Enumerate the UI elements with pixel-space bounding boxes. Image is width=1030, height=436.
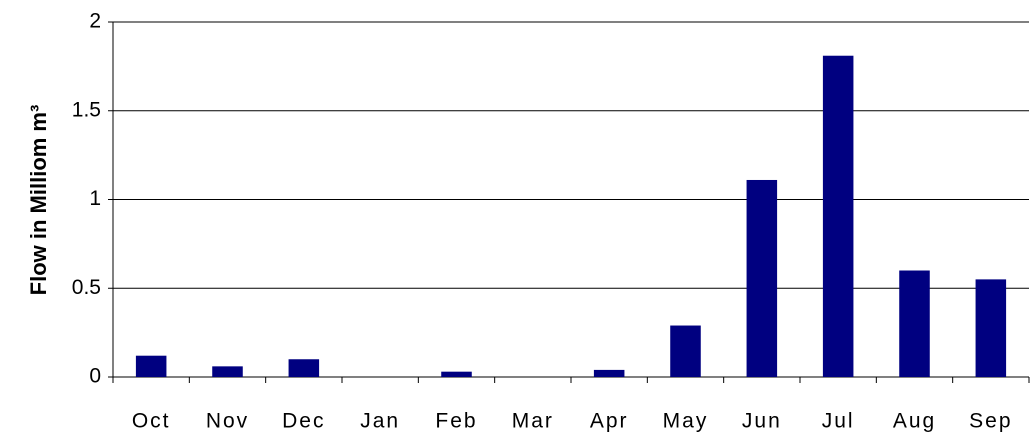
x-tick-label: Feb	[435, 410, 477, 433]
bar	[670, 325, 701, 377]
x-tick-label: Apr	[590, 410, 629, 433]
x-tick-label: May	[663, 410, 709, 433]
y-tick-label: 2	[89, 10, 101, 33]
x-tick-label: Jun	[742, 410, 782, 433]
y-tick-label: 1	[89, 187, 101, 210]
x-tick-label: Jan	[360, 410, 400, 433]
bar	[441, 371, 472, 377]
bar	[212, 366, 243, 377]
bar	[975, 279, 1007, 377]
y-tick-label: 1.5	[72, 98, 101, 121]
bar	[288, 359, 320, 377]
x-tick-label: Jul	[822, 410, 855, 433]
bar	[822, 55, 854, 377]
y-tick-label: 0	[89, 365, 101, 388]
bar	[746, 179, 778, 377]
x-tick-label: Sep	[969, 410, 1012, 433]
x-tick-label: Nov	[206, 410, 249, 433]
y-axis-label: Flow in Milliom m³	[26, 105, 51, 296]
x-tick-label: Dec	[282, 410, 325, 433]
y-tick-label: 0.5	[72, 276, 101, 299]
bar	[593, 369, 625, 377]
bar	[899, 270, 930, 377]
x-tick-label: Oct	[132, 410, 171, 433]
x-tick-label: Aug	[893, 410, 936, 433]
bar	[135, 355, 167, 377]
x-tick-label: Mar	[512, 410, 554, 433]
